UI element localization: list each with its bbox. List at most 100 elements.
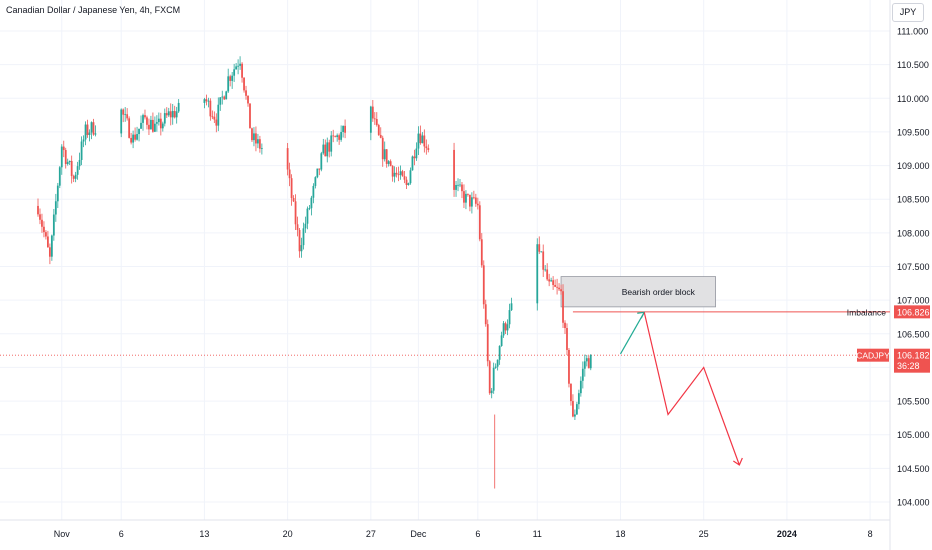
candle-body — [221, 96, 224, 98]
candle-body — [175, 111, 178, 118]
candle-body — [500, 335, 503, 346]
candle-body — [494, 366, 497, 368]
candle-body — [161, 123, 164, 129]
candle-body — [60, 146, 63, 168]
x-tick-label: 27 — [366, 529, 376, 539]
candle-body — [589, 354, 592, 369]
candle-body — [92, 122, 95, 135]
candle-body — [324, 144, 327, 157]
candle-body — [502, 323, 505, 336]
candle-body — [86, 124, 89, 135]
candle-body — [581, 368, 584, 381]
candle-body — [169, 111, 172, 118]
candle-body — [395, 172, 398, 175]
candle-body — [310, 197, 313, 209]
candle-body — [215, 119, 218, 126]
candle-body — [455, 185, 457, 190]
candle-body — [88, 132, 91, 135]
candle-body — [157, 118, 160, 123]
candle-body — [393, 172, 396, 177]
candle-body — [577, 393, 580, 405]
candle-body — [306, 208, 309, 224]
candle-body — [385, 149, 388, 164]
y-tick-label: 108.000 — [897, 228, 930, 238]
candle-body — [318, 168, 321, 170]
candle-body — [478, 205, 481, 240]
candle-body — [421, 135, 424, 144]
y-tick-label: 109.000 — [897, 161, 930, 171]
current-price-tag — [894, 348, 930, 373]
candle-body — [490, 390, 493, 394]
candle-body — [72, 176, 75, 179]
candle-body — [552, 280, 555, 285]
imbalance-price-tag — [894, 305, 930, 319]
candle-body — [255, 133, 257, 144]
symbol-tag-label: CADJPY — [856, 351, 890, 361]
candle-body — [486, 324, 489, 362]
candle-body — [316, 168, 319, 178]
candle-body — [120, 109, 123, 134]
candle-body — [132, 134, 134, 143]
y-tick-label: 110.500 — [897, 60, 929, 70]
order-block-rect — [560, 276, 716, 308]
candle-body — [213, 116, 216, 120]
y-tick-label: 111.000 — [897, 27, 928, 37]
x-tick-label: 20 — [283, 529, 293, 539]
candle-body — [469, 194, 471, 207]
projection-down-arrow — [643, 312, 740, 466]
candle-body — [171, 111, 174, 118]
candle-body — [510, 303, 513, 311]
candle-body — [556, 286, 558, 288]
candle-body — [173, 111, 176, 118]
candle-body — [292, 198, 295, 202]
candle-body — [572, 401, 574, 417]
candle-body — [326, 142, 329, 157]
candle-body — [45, 232, 47, 237]
imbalance-label: Imbalance — [847, 307, 886, 317]
symbol-tag — [857, 348, 889, 362]
candle-body — [54, 201, 57, 215]
candle-body — [177, 102, 180, 112]
y-tick-label: 110.000 — [897, 94, 929, 104]
candle-body — [383, 149, 386, 160]
candle-body — [288, 169, 291, 179]
candle-body — [286, 148, 289, 170]
currency-button[interactable]: JPY — [892, 3, 924, 22]
candle-body — [587, 358, 590, 369]
candle-body — [338, 135, 341, 140]
candle-body — [94, 133, 97, 135]
y-tick-label: 108.500 — [897, 195, 930, 205]
candle-body — [76, 166, 79, 175]
y-tick-label: 107.500 — [897, 262, 930, 272]
candle-body — [140, 122, 142, 129]
candle-body — [560, 289, 562, 292]
candle-body — [52, 214, 55, 236]
candle-body — [37, 205, 39, 215]
candle-body — [558, 287, 560, 290]
candle-body — [375, 119, 378, 126]
candle-body — [74, 174, 77, 179]
candle-body — [550, 280, 553, 282]
candle-body — [249, 103, 251, 129]
x-tick-label: 2024 — [777, 529, 797, 539]
candle-body — [80, 141, 83, 160]
candle-body — [294, 201, 297, 225]
projection-up-arrow — [619, 311, 645, 355]
candle-body — [482, 265, 485, 305]
candle-body — [159, 118, 162, 129]
candle-body — [152, 119, 154, 132]
candle-body — [409, 170, 412, 184]
x-tick-label: 13 — [199, 529, 209, 539]
candle-body — [585, 358, 588, 362]
candle-body — [508, 310, 511, 325]
candle-body — [211, 116, 214, 118]
candle-body — [575, 404, 578, 415]
candle-body — [260, 148, 263, 149]
candle-body — [472, 197, 475, 199]
candle-body — [427, 148, 430, 150]
candle-body — [574, 414, 576, 417]
candle-body — [373, 118, 376, 120]
candle-body — [126, 114, 129, 119]
candle-body — [568, 349, 570, 384]
